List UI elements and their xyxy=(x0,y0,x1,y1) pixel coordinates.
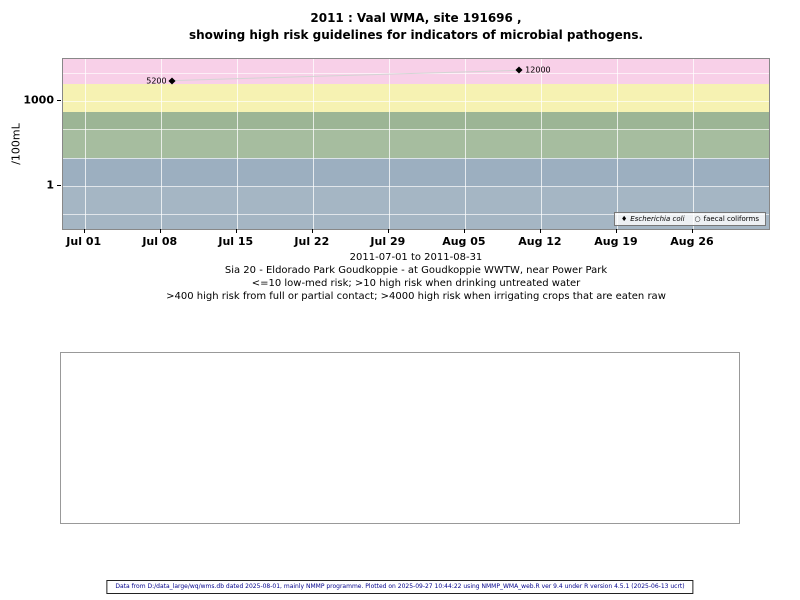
open-circle-icon: ○ xyxy=(694,215,701,223)
v-gridline xyxy=(388,59,390,229)
chart-title: 2011 : Vaal WMA, site 191696 , showing h… xyxy=(32,10,800,44)
x-tick-label: Aug 12 xyxy=(518,235,562,248)
data-point-label: 12000 xyxy=(525,65,551,75)
risk-band xyxy=(63,129,769,158)
v-gridline xyxy=(540,59,542,229)
chart: /100mL ♦ Escherichia coli ○ faecal colifor… xyxy=(9,58,770,248)
x-tick-label: Jul 08 xyxy=(142,235,178,248)
caption-date-range: 2011-07-01 to 2011-08-31 xyxy=(349,252,483,263)
x-tick-label: Jul 01 xyxy=(66,235,102,248)
x-tick-label: Jul 29 xyxy=(370,235,406,248)
caption-risk-note-2: >400 high risk from full or partial cont… xyxy=(166,291,666,302)
y-axis-label: /100mL xyxy=(9,123,23,165)
risk-band xyxy=(63,59,769,84)
h-gridline xyxy=(63,185,769,187)
x-tick-mark xyxy=(311,229,313,233)
legend: ♦ Escherichia coli ○ faecal coliforms xyxy=(614,212,766,226)
x-tick-label: Jul 22 xyxy=(294,235,330,248)
y-tick-mark xyxy=(57,99,61,101)
y-tick-label: 1000 xyxy=(23,93,54,107)
x-tick-mark xyxy=(691,229,693,233)
caption-site-description: Sia 20 - Eldorado Park Goudkoppie - at G… xyxy=(224,265,608,276)
x-tick-label: Aug 19 xyxy=(594,235,638,248)
x-tick-mark xyxy=(387,229,389,233)
data-point-label: 5200 xyxy=(146,76,167,86)
v-gridline xyxy=(84,59,86,229)
caption-risk-note-1: <=10 low-med risk; >10 high risk when dr… xyxy=(251,278,581,289)
legend-item-escherichia-coli: ♦ Escherichia coli xyxy=(621,215,685,223)
plot-area: ♦ Escherichia coli ○ faecal coliforms 5200… xyxy=(62,58,770,230)
x-tick-label: Jul 15 xyxy=(218,235,254,248)
chart-title-line2: showing high risk guidelines for indicat… xyxy=(188,28,644,42)
y-tick-label: 1 xyxy=(46,178,54,192)
h-gridline xyxy=(63,100,769,102)
footer-text: Data from D:/data_large/wq/wms.db dated … xyxy=(115,583,685,590)
chart-title-line1: 2011 : Vaal WMA, site 191696 , xyxy=(310,11,522,25)
legend-label-faecal-coliforms: faecal coliforms xyxy=(703,215,759,223)
v-gridline xyxy=(464,59,466,229)
h-gridline xyxy=(63,214,769,216)
legend-item-faecal-coliforms: ○ faecal coliforms xyxy=(695,215,759,223)
risk-band xyxy=(63,157,769,186)
legend-label-escherichia-coli: Escherichia coli xyxy=(630,215,685,223)
risk-band xyxy=(63,112,769,130)
v-gridline xyxy=(160,59,162,229)
x-tick-mark xyxy=(539,229,541,233)
x-tick-label: Aug 26 xyxy=(670,235,714,248)
v-gridline xyxy=(312,59,314,229)
y-tick-mark xyxy=(57,184,61,186)
v-gridline xyxy=(616,59,618,229)
h-gridline xyxy=(63,157,769,159)
empty-panel xyxy=(60,352,740,524)
x-tick-label: Aug 05 xyxy=(442,235,486,248)
series-line-layer xyxy=(171,69,520,82)
v-gridline xyxy=(236,59,238,229)
v-gridline xyxy=(692,59,694,229)
filled-diamond-icon: ♦ xyxy=(621,215,628,223)
x-tick-mark xyxy=(463,229,465,233)
risk-band xyxy=(63,83,769,113)
h-gridline xyxy=(63,129,769,131)
footer-note: Data from D:/data_large/wq/wms.db dated … xyxy=(106,580,694,594)
x-tick-mark xyxy=(235,229,237,233)
x-tick-mark xyxy=(83,229,85,233)
caption: 2011-07-01 to 2011-08-31 Sia 20 - Eldora… xyxy=(32,251,800,303)
x-tick-mark xyxy=(159,229,161,233)
x-tick-mark xyxy=(615,229,617,233)
